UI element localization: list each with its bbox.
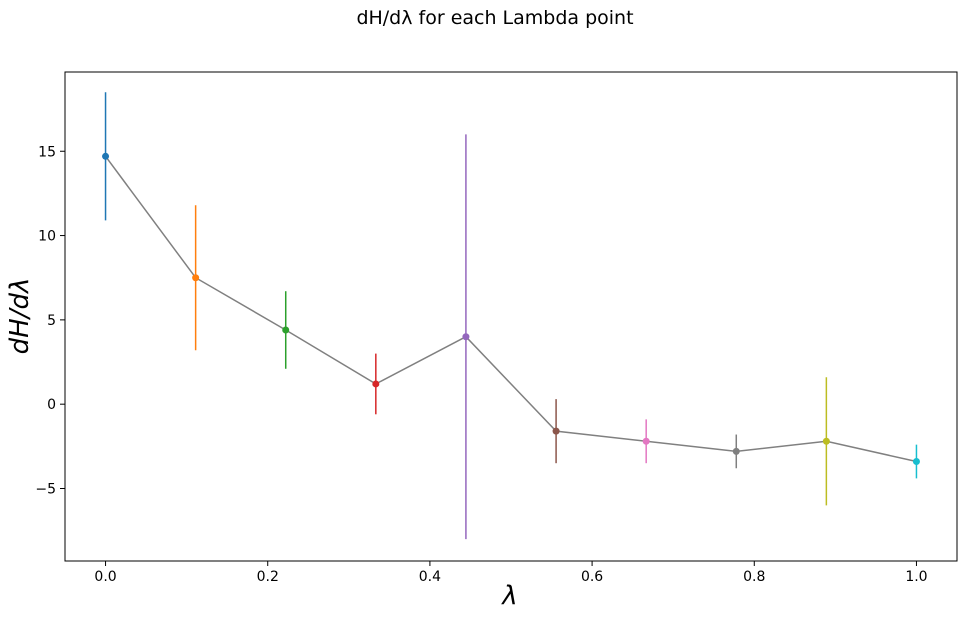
- data-point: [372, 380, 380, 388]
- y-tick-label: 0: [47, 397, 56, 413]
- connecting-line: [104, 155, 917, 463]
- data-point: [642, 437, 650, 445]
- plot-area: [64, 71, 958, 562]
- y-tick-label: 5: [47, 313, 56, 329]
- data-point: [282, 326, 290, 334]
- x-tick-label: 0.2: [257, 569, 279, 585]
- x-tick-label: 0.4: [419, 569, 441, 585]
- x-tick-label: 1.0: [905, 569, 927, 585]
- x-tick-label: 0.6: [581, 569, 603, 585]
- data-point: [192, 274, 200, 282]
- y-tick-label: −5: [35, 481, 56, 497]
- series: [102, 92, 920, 540]
- y-tick-label: 10: [38, 229, 56, 245]
- y-axis-label: dH/dλ: [5, 278, 35, 355]
- data-point: [552, 427, 560, 435]
- data-point: [732, 447, 740, 455]
- data-point: [822, 437, 830, 445]
- y-tick-label: 15: [38, 144, 56, 160]
- x-tick-label: 0.8: [743, 569, 765, 585]
- chart-title: dH/dλ for each Lambda point: [356, 7, 633, 29]
- data-point: [912, 458, 920, 466]
- x-tick-label: 0.0: [94, 569, 116, 585]
- data-point: [462, 333, 470, 341]
- x-axis: 0.0 0.2 0.4 0.6 0.8 1.0: [94, 561, 928, 585]
- y-axis: −5 0 5 10 15: [35, 144, 65, 497]
- data-point: [102, 152, 110, 160]
- x-axis-label: λ: [500, 581, 517, 611]
